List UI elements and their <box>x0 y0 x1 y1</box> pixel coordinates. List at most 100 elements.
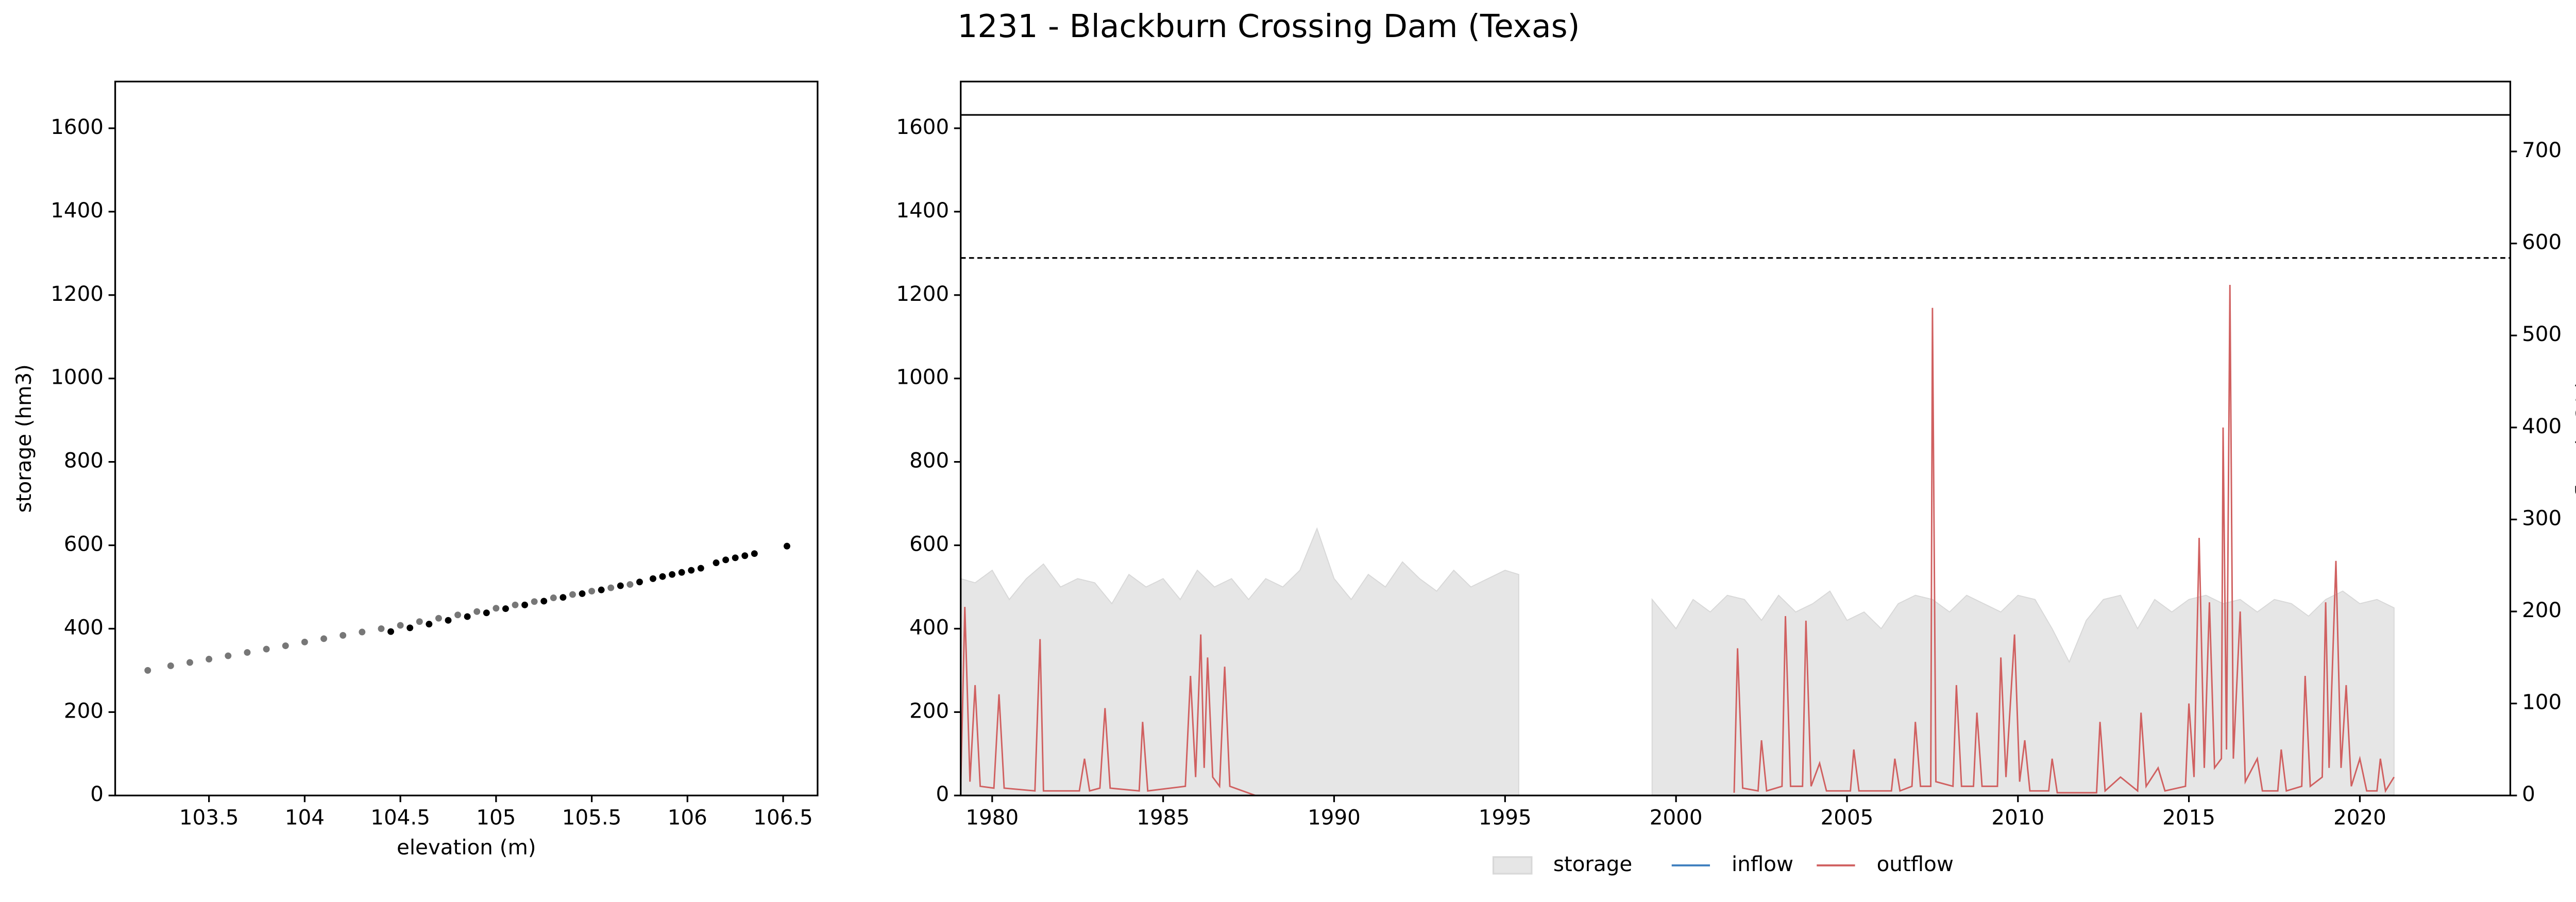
point <box>784 542 790 550</box>
point <box>598 586 605 593</box>
point <box>540 598 548 605</box>
point <box>493 605 500 612</box>
x-tick-label: 2005 <box>1821 805 1874 829</box>
point <box>320 635 327 642</box>
point <box>722 556 730 564</box>
point <box>626 581 634 588</box>
x-tick-label: 1995 <box>1479 805 1532 829</box>
point <box>426 621 433 627</box>
y2-axis-label: flow (m3/s) <box>2572 380 2576 497</box>
point <box>435 615 442 622</box>
y-tick-label: 1400 <box>896 198 949 223</box>
point <box>688 567 695 574</box>
point <box>713 559 720 566</box>
point <box>550 594 557 601</box>
y-tick-label: 1000 <box>896 365 949 389</box>
y-tick-label: 0 <box>90 782 104 806</box>
point <box>531 598 538 605</box>
y2-tick-label: 300 <box>2522 506 2562 530</box>
x-tick-label: 105.5 <box>562 805 622 829</box>
legend-label: storage <box>1553 852 1632 876</box>
y-tick-label: 200 <box>64 699 104 723</box>
point <box>359 628 366 636</box>
y-tick-label: 1200 <box>50 282 104 306</box>
storage-area <box>960 527 2395 796</box>
y-tick-label: 800 <box>909 449 949 473</box>
plot-frame <box>960 80 2512 796</box>
legend-swatch <box>1492 856 1533 875</box>
point <box>659 573 666 580</box>
point <box>187 659 193 666</box>
x-tick-label: 104.5 <box>370 805 430 829</box>
x-tick-label: 2020 <box>2333 805 2386 829</box>
y-tick-label: 400 <box>909 615 949 639</box>
y2-tick-label: 100 <box>2522 690 2562 714</box>
point <box>588 588 596 595</box>
x-tick-label: 1990 <box>1308 805 1361 829</box>
y-tick-label: 1600 <box>50 115 104 139</box>
point <box>560 594 567 601</box>
x-tick-label: 2000 <box>1650 805 1703 829</box>
x-tick-label: 104 <box>285 805 325 829</box>
point <box>387 628 394 635</box>
point <box>225 652 232 659</box>
y-tick-label: 600 <box>64 532 104 556</box>
point <box>473 608 481 615</box>
point <box>206 656 213 662</box>
legend-label: inflow <box>1732 852 1793 876</box>
point <box>569 591 576 598</box>
y2-tick-label: 500 <box>2522 322 2562 346</box>
point <box>678 569 685 576</box>
point <box>167 662 174 669</box>
point <box>454 611 462 619</box>
y-tick-label: 800 <box>64 449 104 473</box>
x-tick-label: 1985 <box>1137 805 1190 829</box>
y2-tick-label: 200 <box>2522 598 2562 622</box>
point <box>244 649 251 656</box>
y-tick-label: 400 <box>64 615 104 639</box>
y-tick-label: 0 <box>936 782 949 806</box>
point <box>340 632 347 639</box>
point <box>144 667 151 674</box>
point <box>521 601 529 608</box>
point <box>502 605 509 612</box>
point <box>732 554 739 561</box>
point <box>512 601 519 608</box>
y2-tick-label: 600 <box>2522 230 2562 254</box>
point <box>579 590 586 597</box>
point <box>751 550 758 557</box>
point <box>617 582 624 589</box>
x-tick-label: 106.5 <box>753 805 813 829</box>
point <box>649 575 656 582</box>
point <box>741 552 749 559</box>
plot-frame <box>114 80 819 796</box>
point <box>483 609 490 617</box>
outflow-line <box>960 284 2395 796</box>
y2-tick-label: 400 <box>2522 414 2562 438</box>
x-tick-label: 2015 <box>2162 805 2215 829</box>
point <box>263 645 270 653</box>
point <box>416 618 423 625</box>
y-tick-label: 1000 <box>50 365 104 389</box>
x-tick-label: 2010 <box>1991 805 2044 829</box>
x-tick-label: 1980 <box>965 805 1019 829</box>
x-axis-label: elevation (m) <box>397 836 536 860</box>
y-tick-label: 1400 <box>50 198 104 223</box>
y-tick-label: 200 <box>909 699 949 723</box>
legend-label: outflow <box>1877 852 1954 876</box>
point <box>397 622 404 629</box>
x-tick-label: 103.5 <box>179 805 239 829</box>
point <box>282 642 289 650</box>
y-tick-label: 1200 <box>896 282 949 306</box>
y-tick-label: 600 <box>909 532 949 556</box>
point <box>445 617 452 624</box>
x-tick-label: 105 <box>476 805 516 829</box>
point <box>636 578 643 586</box>
point <box>697 565 704 572</box>
y-axis-label: storage (hm3) <box>12 364 36 513</box>
chart-title: 1231 - Blackburn Crossing Dam (Texas) <box>957 8 1580 45</box>
point <box>378 625 385 632</box>
point <box>607 584 615 591</box>
